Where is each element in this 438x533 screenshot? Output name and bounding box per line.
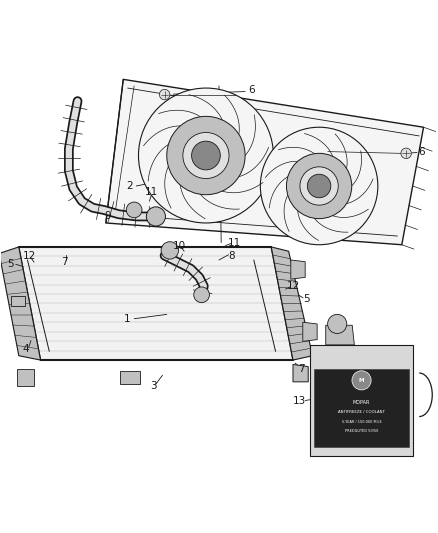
Text: 7: 7 xyxy=(298,364,305,374)
Text: 1: 1 xyxy=(124,314,131,324)
Polygon shape xyxy=(303,322,317,341)
Polygon shape xyxy=(120,371,140,384)
Text: 11: 11 xyxy=(145,187,158,197)
Text: 7: 7 xyxy=(61,257,68,267)
Text: 11: 11 xyxy=(228,238,241,247)
Text: MOPAR: MOPAR xyxy=(353,400,370,405)
Circle shape xyxy=(161,241,179,259)
Circle shape xyxy=(159,90,170,100)
Circle shape xyxy=(194,287,209,303)
Text: 4: 4 xyxy=(22,344,28,354)
Text: ANTIFREEZE / COOLANT: ANTIFREEZE / COOLANT xyxy=(338,410,385,414)
Text: 12: 12 xyxy=(286,281,300,291)
Polygon shape xyxy=(106,79,424,245)
Polygon shape xyxy=(291,260,305,279)
Polygon shape xyxy=(311,345,413,456)
Text: 5-YEAR / 150,000 MILE: 5-YEAR / 150,000 MILE xyxy=(342,419,381,424)
Text: 5: 5 xyxy=(303,294,309,304)
Text: 2: 2 xyxy=(127,181,133,191)
Polygon shape xyxy=(0,247,41,360)
Text: 5: 5 xyxy=(7,260,14,269)
Circle shape xyxy=(401,148,411,158)
Polygon shape xyxy=(293,365,308,382)
Text: 3: 3 xyxy=(150,381,157,391)
Text: 12: 12 xyxy=(23,251,36,261)
Circle shape xyxy=(191,141,220,170)
Text: 10: 10 xyxy=(173,240,187,251)
Circle shape xyxy=(286,154,352,219)
Polygon shape xyxy=(19,247,293,360)
Text: PREDILUTED 50/50: PREDILUTED 50/50 xyxy=(345,429,378,433)
Circle shape xyxy=(167,116,245,195)
Text: 9: 9 xyxy=(105,212,111,221)
Polygon shape xyxy=(271,247,313,360)
Text: 6: 6 xyxy=(418,148,425,157)
Circle shape xyxy=(126,202,142,218)
Circle shape xyxy=(146,207,166,226)
Circle shape xyxy=(307,174,331,198)
Text: 6: 6 xyxy=(248,85,255,95)
Circle shape xyxy=(183,133,229,179)
Circle shape xyxy=(328,314,347,334)
Polygon shape xyxy=(314,369,409,447)
Circle shape xyxy=(260,127,378,245)
Text: 13: 13 xyxy=(293,397,306,407)
Circle shape xyxy=(138,88,273,223)
Circle shape xyxy=(352,371,371,390)
Polygon shape xyxy=(17,369,34,386)
Circle shape xyxy=(300,167,338,205)
Polygon shape xyxy=(11,296,25,306)
Text: M: M xyxy=(359,378,364,383)
Text: 8: 8 xyxy=(229,251,235,261)
Polygon shape xyxy=(326,325,354,345)
